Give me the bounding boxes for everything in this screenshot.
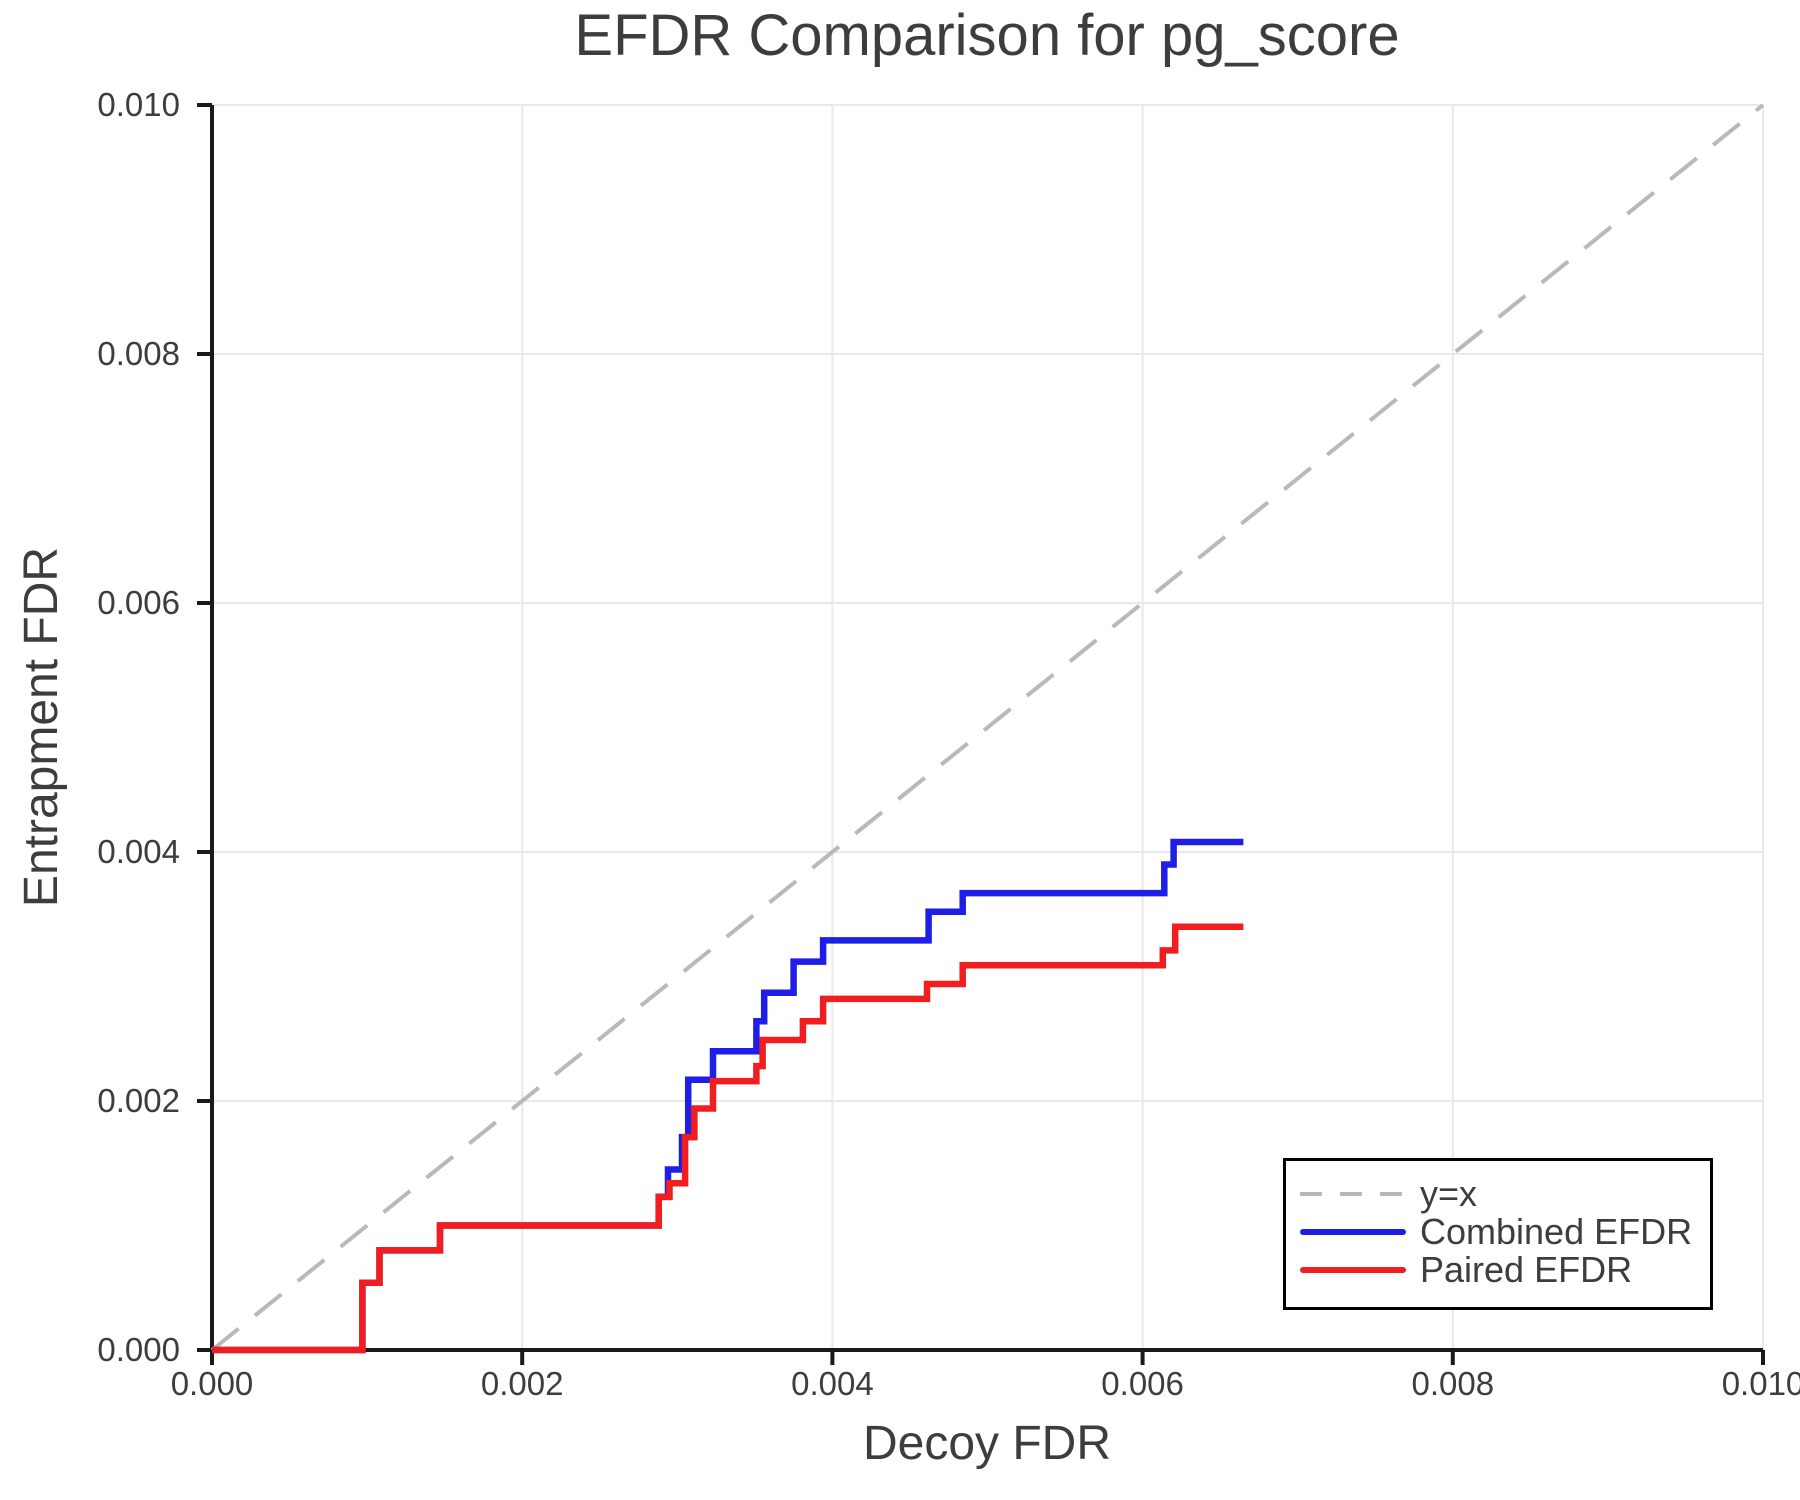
- y-tick-label: 0.008: [97, 335, 180, 372]
- legend-label-identity: y=x: [1420, 1173, 1478, 1214]
- combined-efdr-line-sample: [1300, 1229, 1406, 1235]
- x-tick-label: 0.006: [1101, 1365, 1184, 1402]
- x-tick-label: 0.000: [170, 1365, 254, 1402]
- series-y-x: [210, 103, 1765, 1352]
- y-tick-label: 0.010: [97, 86, 180, 123]
- legend-item-combined-efdr: Combined EFDR: [1300, 1213, 1710, 1251]
- y-tick-label: 0.000: [97, 1331, 180, 1368]
- x-axis-label: Decoy FDR: [862, 1417, 1112, 1470]
- legend-item-identity: y=x: [1300, 1175, 1710, 1213]
- legend-label-paired-efdr: Paired EFDR: [1420, 1249, 1633, 1290]
- legend-label-combined-efdr: Combined EFDR: [1420, 1211, 1693, 1252]
- series-paired-efdr: [212, 923, 1244, 1354]
- x-tick-label: 0.004: [791, 1365, 874, 1402]
- identity-line-sample: [1300, 1192, 1406, 1196]
- x-tick-label: 0.008: [1411, 1365, 1495, 1402]
- y-tick-label: 0.004: [97, 833, 180, 870]
- legend-item-paired-efdr: Paired EFDR: [1300, 1251, 1710, 1289]
- y-tick-label: 0.006: [97, 584, 180, 621]
- chart-title: EFDR Comparison for pg_score: [574, 3, 1400, 68]
- paired-efdr-line-sample: [1300, 1267, 1406, 1273]
- y-tick-label: 0.002: [97, 1082, 180, 1119]
- legend: y=x Combined EFDR Paired EFDR: [1283, 1158, 1713, 1310]
- x-tick-label: 0.002: [480, 1365, 564, 1402]
- x-tick-label: 0.010: [1721, 1365, 1800, 1402]
- series-combined-efdr: [212, 838, 1244, 1354]
